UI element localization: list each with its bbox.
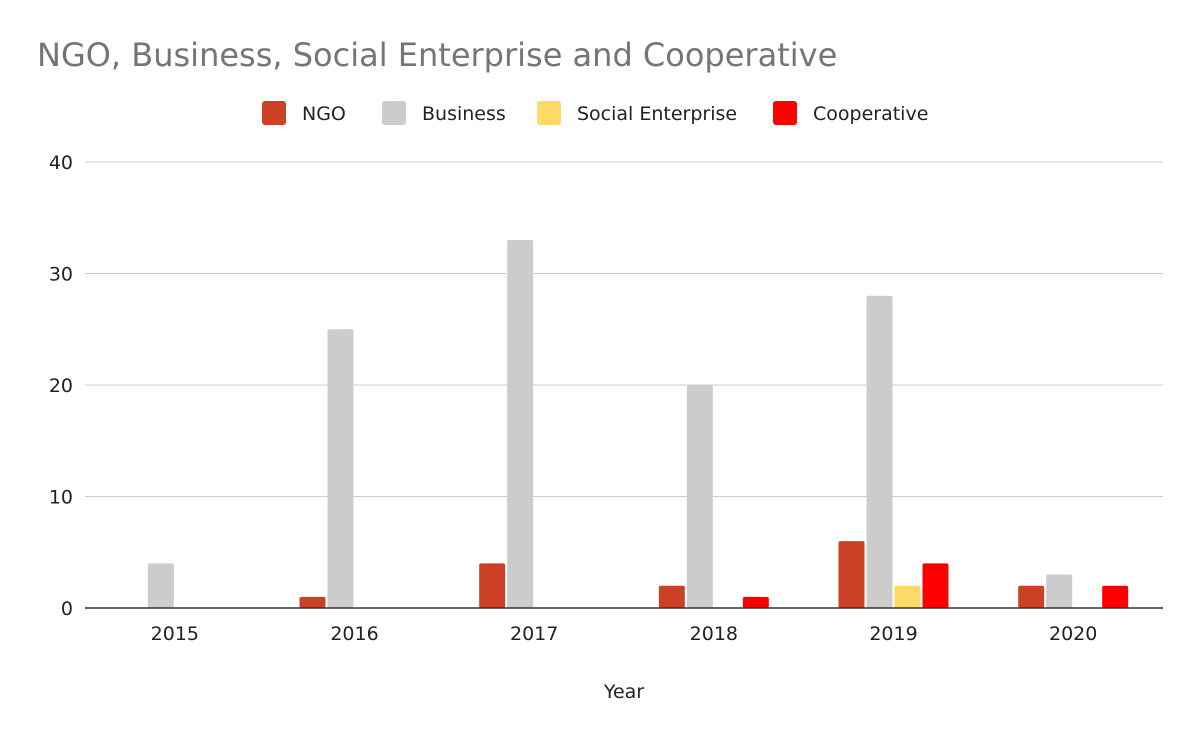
- legend-swatch: [537, 101, 561, 125]
- legend: NGO Business Social Enterprise Cooperative: [262, 101, 928, 125]
- legend-swatch: [773, 101, 797, 125]
- x-tick-label: 2015: [151, 623, 199, 645]
- bar: [1018, 585, 1045, 608]
- bar: [658, 585, 685, 608]
- gridlines: [85, 161, 1163, 497]
- x-axis-label: Year: [603, 681, 644, 703]
- legend-label: NGO: [302, 103, 346, 125]
- bars: [147, 240, 1129, 609]
- bar: [838, 541, 865, 608]
- legend-label: Social Enterprise: [577, 103, 737, 125]
- bar: [866, 295, 893, 608]
- bar: [479, 563, 506, 608]
- bar: [299, 596, 326, 608]
- y-tick-label: 10: [49, 487, 73, 509]
- legend-label: Business: [422, 103, 506, 125]
- y-tick-label: 30: [49, 264, 73, 286]
- x-tick-label: 2019: [869, 623, 917, 645]
- y-axis-ticks: 0 10 20 30 40: [49, 152, 73, 620]
- legend-swatch: [382, 101, 406, 125]
- bar: [742, 596, 769, 608]
- x-tick-label: 2018: [690, 623, 738, 645]
- bar: [894, 585, 921, 608]
- x-tick-label: 2020: [1049, 623, 1097, 645]
- y-tick-label: 0: [61, 598, 73, 620]
- bar: [1046, 574, 1073, 608]
- x-tick-label: 2016: [330, 623, 378, 645]
- bar: [147, 563, 174, 608]
- chart-title: NGO, Business, Social Enterprise and Coo…: [37, 36, 837, 74]
- bar: [327, 329, 354, 608]
- bar: [686, 385, 713, 608]
- bar: [922, 563, 949, 608]
- legend-swatch: [262, 101, 286, 125]
- legend-label: Cooperative: [813, 103, 928, 125]
- x-axis-ticks: 2015 2016 2017 2018 2019 2020: [151, 623, 1098, 645]
- y-tick-label: 20: [49, 375, 73, 397]
- bar: [507, 240, 534, 609]
- bar: [1102, 585, 1129, 608]
- x-tick-label: 2017: [510, 623, 558, 645]
- y-tick-label: 40: [49, 152, 73, 174]
